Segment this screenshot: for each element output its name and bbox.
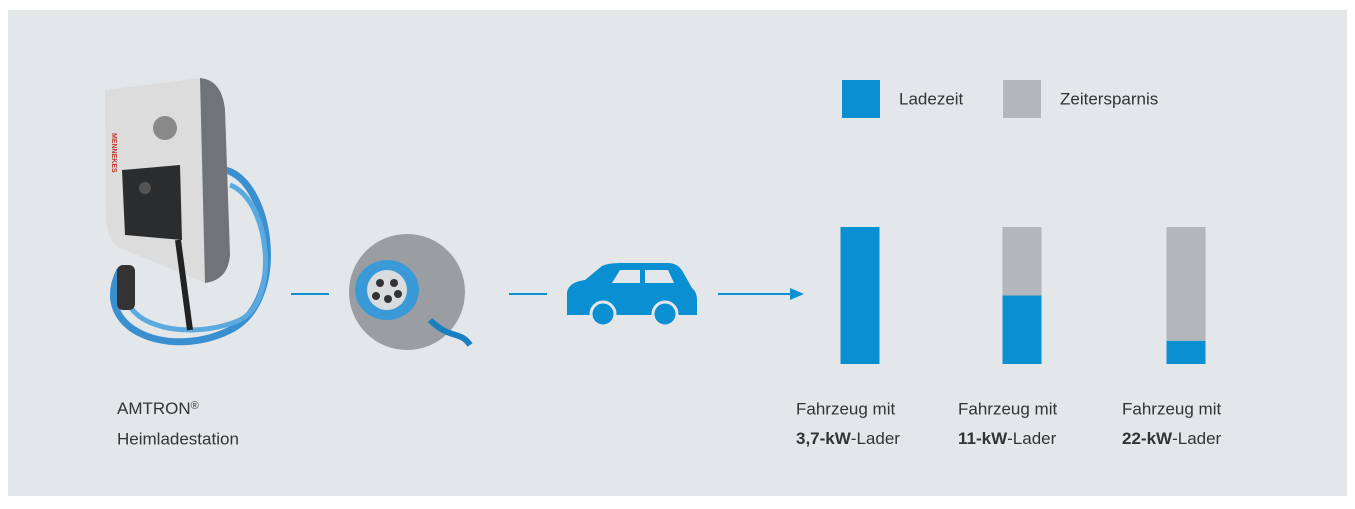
name: AMTRON — [117, 399, 191, 418]
legend-swatch — [842, 80, 880, 118]
brand: MENNEKES — [110, 133, 117, 173]
legend-label: Ladezeit — [899, 89, 964, 108]
station-subtitle: Heimladestation — [117, 429, 239, 448]
category-prefix: Fahrzeug mit — [796, 399, 895, 418]
legend-label: Zeitersparnis — [1060, 89, 1158, 108]
bar-segment — [1003, 296, 1042, 365]
legend-swatch — [1003, 80, 1041, 118]
suffix: -Lader — [851, 429, 900, 448]
charger: 3,7-kW — [796, 429, 852, 448]
bar-segment — [1167, 341, 1206, 364]
charger: 22-kW — [1122, 429, 1173, 448]
station-name: AMTRON® — [117, 399, 199, 418]
infographic: MENNEKES AMTRON® Heimladestation Ladezei… — [0, 0, 1355, 509]
category-prefix: Fahrzeug mit — [958, 399, 1057, 418]
suffix: -Lader — [1172, 429, 1221, 448]
category-charger: 11-kW-Lader — [958, 429, 1057, 448]
category-charger: 22-kW-Lader — [1122, 429, 1222, 448]
bar-segment — [1167, 227, 1206, 341]
reg-mark: ® — [191, 400, 199, 412]
category-charger: 3,7-kW-Lader — [796, 429, 900, 448]
bar-segment — [1003, 227, 1042, 296]
category-prefix: Fahrzeug mit — [1122, 399, 1221, 418]
suffix: -Lader — [1007, 429, 1056, 448]
bar-segment — [841, 227, 880, 364]
charger: 11-kW — [958, 429, 1008, 448]
